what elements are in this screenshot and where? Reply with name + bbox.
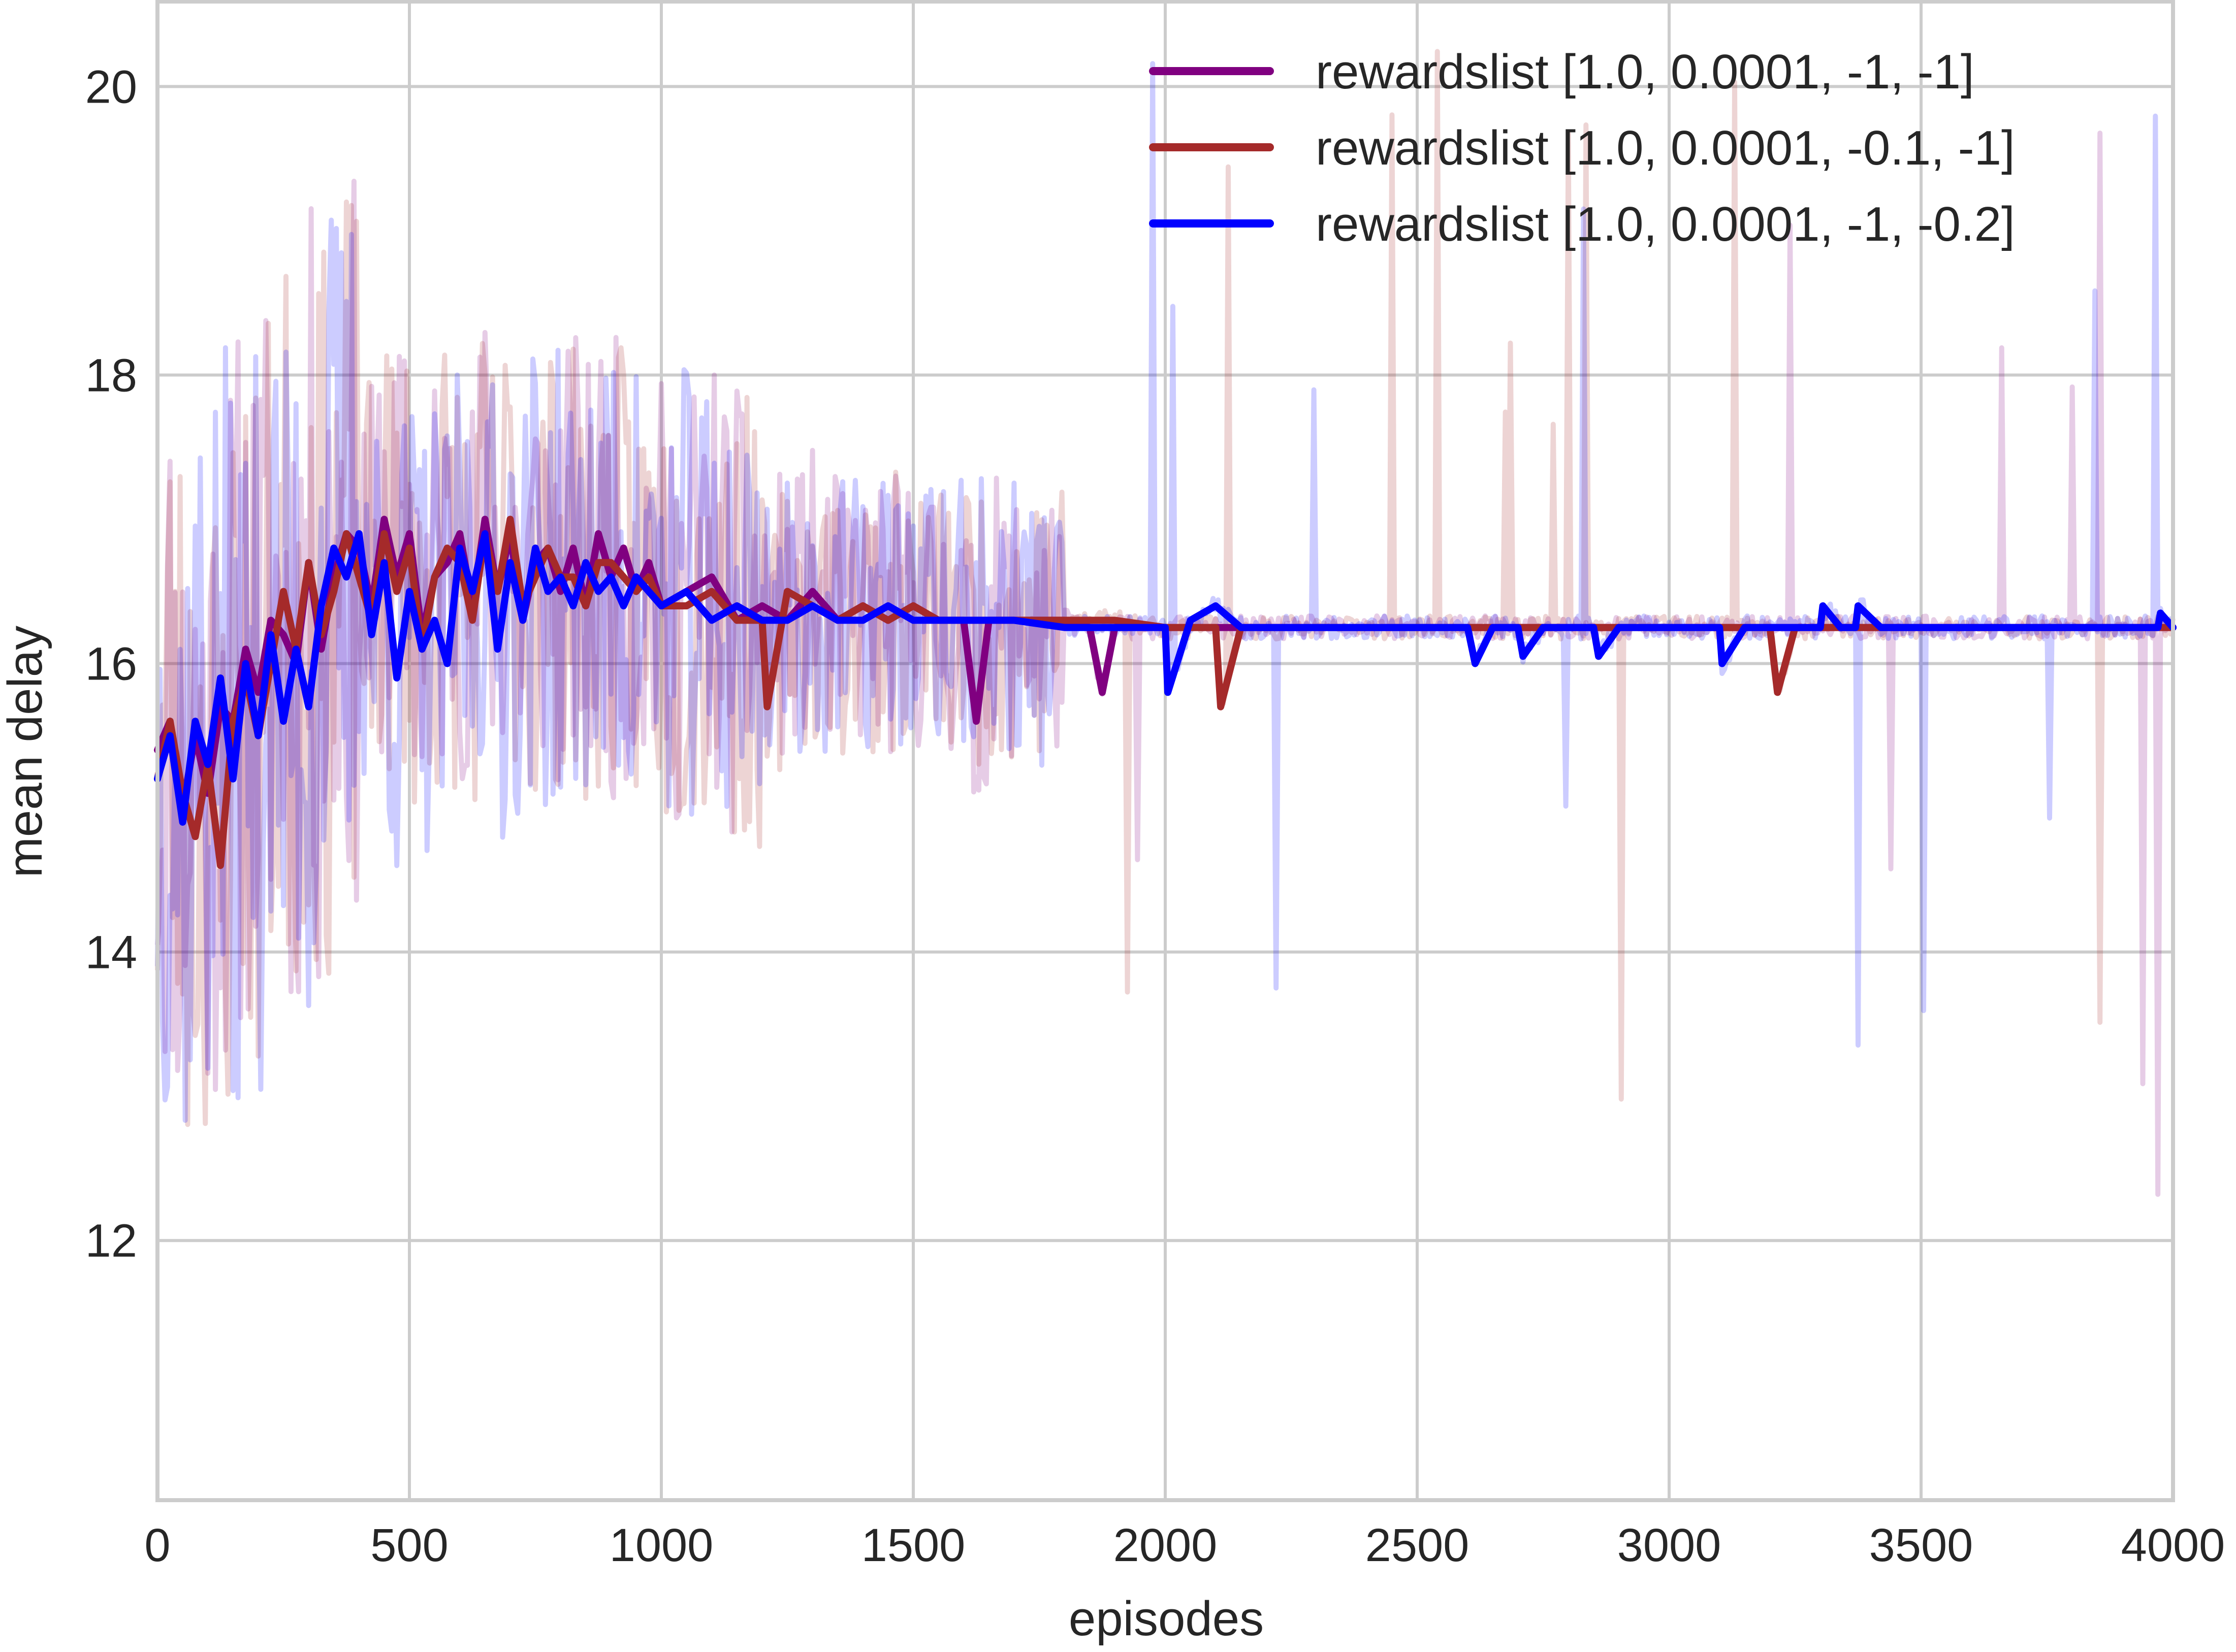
x-tick-label: 1000 bbox=[610, 1519, 714, 1571]
x-tick-label: 2000 bbox=[1113, 1519, 1218, 1571]
x-tick-label: 0 bbox=[144, 1519, 170, 1571]
x-tick-label: 4000 bbox=[2121, 1519, 2225, 1571]
x-tick-label: 3500 bbox=[1869, 1519, 1973, 1571]
plot-frame bbox=[155, 0, 2175, 1502]
smoothed-series-line bbox=[154, 530, 2177, 826]
x-tick-label: 1500 bbox=[861, 1519, 966, 1571]
y-tick-label: 18 bbox=[85, 350, 137, 402]
y-tick-label: 16 bbox=[85, 638, 137, 690]
y-tick-label: 14 bbox=[85, 927, 137, 979]
legend-entry-label: rewardslist [1.0, 0.0001, -0.1, -1] bbox=[1316, 121, 2015, 175]
x-tick-label: 3000 bbox=[1617, 1519, 1721, 1571]
legend-entry-label: rewardslist [1.0, 0.0001, -1, -0.2] bbox=[1316, 197, 2015, 251]
smoothed-series-layer bbox=[154, 515, 2177, 869]
y-tick-label: 12 bbox=[85, 1215, 137, 1267]
x-axis-label: episodes bbox=[1069, 1592, 1264, 1646]
x-tick-label: 500 bbox=[370, 1519, 449, 1571]
legend: rewardslist [1.0, 0.0001, -1, -1] rewards… bbox=[1149, 45, 2015, 251]
y-tick-label: 20 bbox=[85, 61, 137, 113]
axes: 0 500 1000 1500 2000 2500 3000 3500 4000 12 14 16 18… bbox=[85, 0, 2225, 1571]
y-axis-label: mean delay bbox=[0, 626, 52, 878]
legend-entry-label: rewardslist [1.0, 0.0001, -1, -1] bbox=[1316, 45, 1974, 99]
x-tick-label: 2500 bbox=[1365, 1519, 1470, 1571]
